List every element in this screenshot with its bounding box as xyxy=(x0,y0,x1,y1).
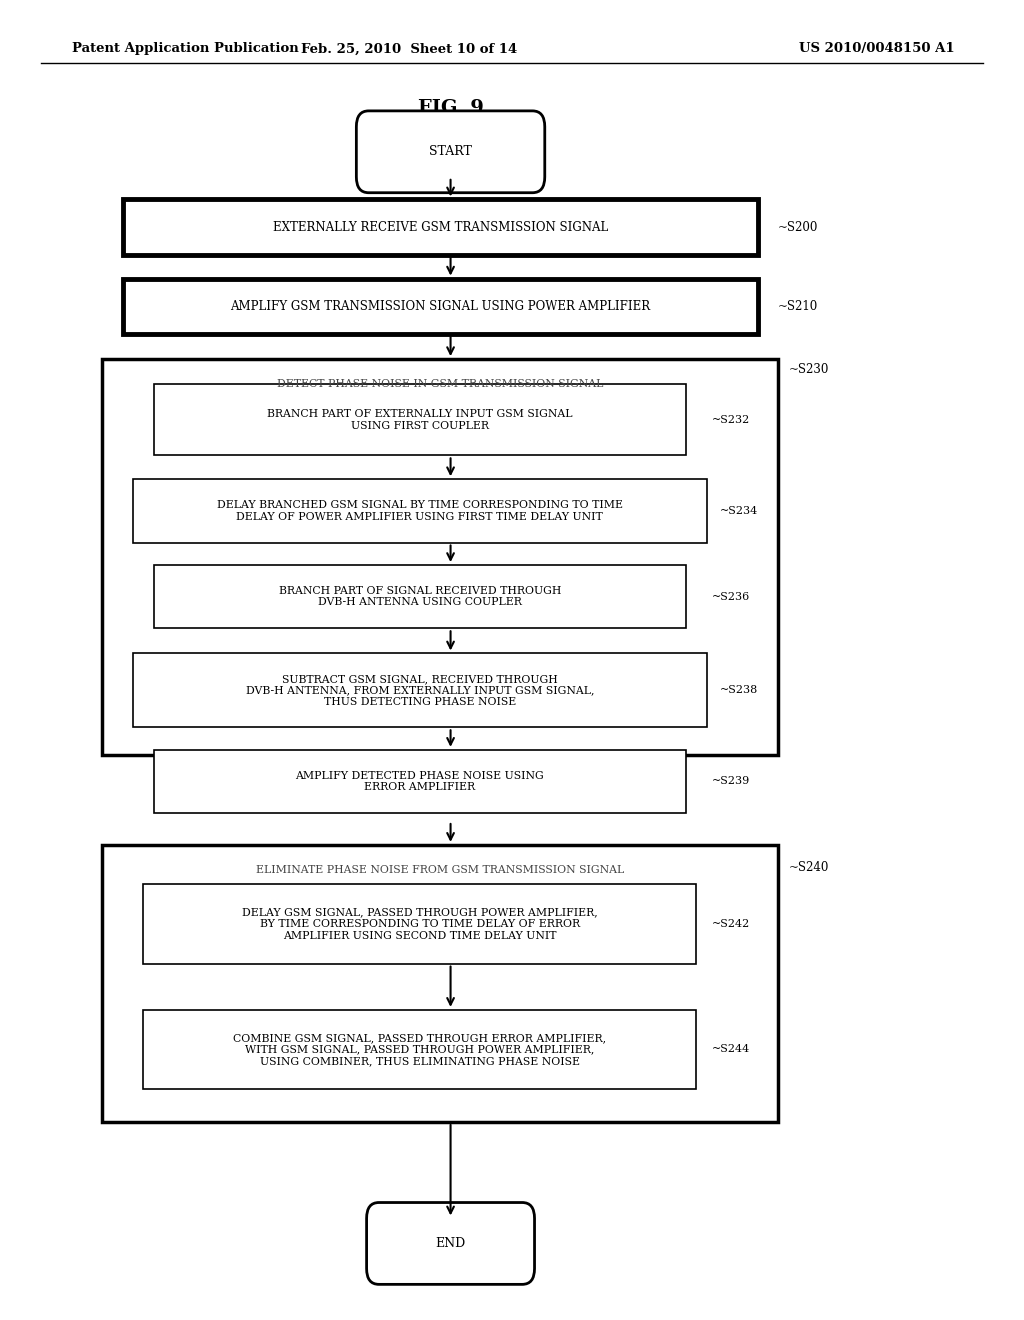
Bar xyxy=(123,199,758,255)
Bar xyxy=(143,884,696,964)
Bar xyxy=(123,279,758,334)
Bar xyxy=(102,359,778,755)
Text: ~S239: ~S239 xyxy=(712,776,750,787)
Text: ~S242: ~S242 xyxy=(712,919,750,929)
Text: ~S234: ~S234 xyxy=(720,506,758,516)
Text: DETECT PHASE NOISE IN GSM TRANSMISSION SIGNAL: DETECT PHASE NOISE IN GSM TRANSMISSION S… xyxy=(278,379,603,389)
Text: ~S244: ~S244 xyxy=(712,1044,750,1055)
Text: AMPLIFY GSM TRANSMISSION SIGNAL USING POWER AMPLIFIER: AMPLIFY GSM TRANSMISSION SIGNAL USING PO… xyxy=(230,300,650,313)
Text: DELAY GSM SIGNAL, PASSED THROUGH POWER AMPLIFIER,
BY TIME CORRESPONDING TO TIME : DELAY GSM SIGNAL, PASSED THROUGH POWER A… xyxy=(242,907,598,941)
Text: COMBINE GSM SIGNAL, PASSED THROUGH ERROR AMPLIFIER,
WITH GSM SIGNAL, PASSED THRO: COMBINE GSM SIGNAL, PASSED THROUGH ERROR… xyxy=(233,1032,606,1067)
Text: SUBTRACT GSM SIGNAL, RECEIVED THROUGH
DVB-H ANTENNA, FROM EXTERNALLY INPUT GSM S: SUBTRACT GSM SIGNAL, RECEIVED THROUGH DV… xyxy=(246,673,594,708)
Bar xyxy=(154,565,686,628)
Text: US 2010/0048150 A1: US 2010/0048150 A1 xyxy=(799,42,954,55)
Text: EXTERNALLY RECEIVE GSM TRANSMISSION SIGNAL: EXTERNALLY RECEIVE GSM TRANSMISSION SIGN… xyxy=(272,220,608,234)
Text: DELAY BRANCHED GSM SIGNAL BY TIME CORRESPONDING TO TIME
DELAY OF POWER AMPLIFIER: DELAY BRANCHED GSM SIGNAL BY TIME CORRES… xyxy=(217,500,623,521)
Text: ~S232: ~S232 xyxy=(712,414,750,425)
Text: ELIMINATE PHASE NOISE FROM GSM TRANSMISSION SIGNAL: ELIMINATE PHASE NOISE FROM GSM TRANSMISS… xyxy=(256,865,625,875)
Bar xyxy=(102,845,778,1122)
Bar xyxy=(143,1010,696,1089)
Text: BRANCH PART OF SIGNAL RECEIVED THROUGH
DVB-H ANTENNA USING COUPLER: BRANCH PART OF SIGNAL RECEIVED THROUGH D… xyxy=(279,586,561,607)
Bar xyxy=(133,479,707,543)
Text: Patent Application Publication: Patent Application Publication xyxy=(72,42,298,55)
Text: ~S200: ~S200 xyxy=(778,220,818,234)
Bar xyxy=(133,653,707,727)
Bar xyxy=(154,384,686,455)
Text: ~S238: ~S238 xyxy=(720,685,758,696)
Text: FIG. 9: FIG. 9 xyxy=(418,99,483,117)
FancyBboxPatch shape xyxy=(356,111,545,193)
Text: START: START xyxy=(429,145,472,158)
Text: END: END xyxy=(435,1237,466,1250)
Text: ~S236: ~S236 xyxy=(712,591,750,602)
Text: ~S240: ~S240 xyxy=(788,861,828,874)
FancyBboxPatch shape xyxy=(367,1203,535,1284)
Text: ~S210: ~S210 xyxy=(778,300,818,313)
Text: BRANCH PART OF EXTERNALLY INPUT GSM SIGNAL
USING FIRST COUPLER: BRANCH PART OF EXTERNALLY INPUT GSM SIGN… xyxy=(267,409,572,430)
Text: AMPLIFY DETECTED PHASE NOISE USING
ERROR AMPLIFIER: AMPLIFY DETECTED PHASE NOISE USING ERROR… xyxy=(296,771,544,792)
Bar xyxy=(154,750,686,813)
Text: ~S230: ~S230 xyxy=(788,363,828,376)
Text: Feb. 25, 2010  Sheet 10 of 14: Feb. 25, 2010 Sheet 10 of 14 xyxy=(301,42,518,55)
